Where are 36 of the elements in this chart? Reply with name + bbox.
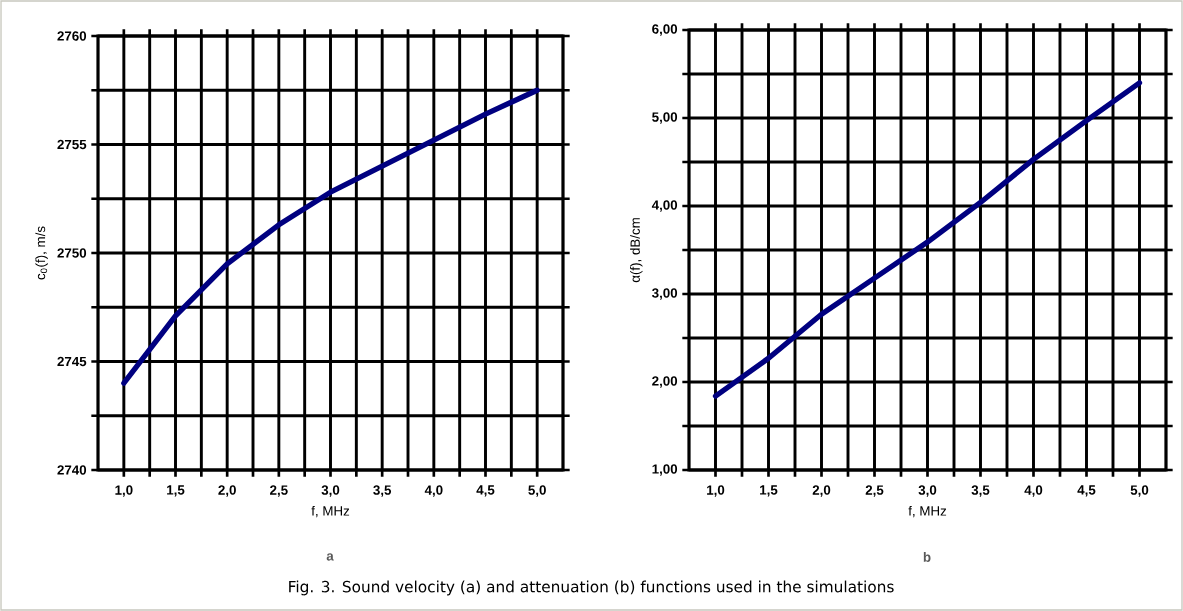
x-tick-label: 1,5 xyxy=(760,485,778,497)
y-tick-label: 5,00 xyxy=(652,112,678,124)
x-tick-label: 2,5 xyxy=(270,485,288,497)
y-tick-label: 2,00 xyxy=(652,376,678,388)
x-tick-label: 4,5 xyxy=(476,485,495,497)
x-tick-label: 1,0 xyxy=(707,485,725,497)
y-tick-label: 2755 xyxy=(57,139,87,150)
x-tick-label: 4,0 xyxy=(1024,485,1043,497)
y-tick-label: 4,00 xyxy=(651,200,678,212)
x-tick-label: 4,5 xyxy=(1077,485,1096,497)
x-tick-label: 4,0 xyxy=(424,485,443,497)
x-tick-label: 2,0 xyxy=(812,485,831,497)
y-tick-label: 2760 xyxy=(57,31,87,41)
caption: Fig. 3. Sound velocity (a) and attenuation (b) functions used in the simulations xyxy=(289,580,894,596)
y-tick-label: 1,00 xyxy=(652,464,678,476)
x-tick-label: 3,5 xyxy=(373,485,392,497)
y-tick-label: 2740 xyxy=(57,465,87,475)
y-axis-title: α(f), dB/cm xyxy=(630,218,643,283)
x-tick-label: 5,0 xyxy=(1130,485,1149,497)
x-axis-title: f, MHz xyxy=(311,505,350,518)
x-tick-label: 1,5 xyxy=(167,485,185,497)
x-axis-title: f, MHz xyxy=(908,505,947,518)
x-tick-label: 1,0 xyxy=(115,485,133,497)
y-tick-label: 2745 xyxy=(57,356,87,367)
x-tick-label: 3,0 xyxy=(321,485,340,497)
x-tick-label: 2,0 xyxy=(218,485,236,497)
y-tick-label: 2750 xyxy=(57,248,87,258)
text: b xyxy=(923,552,931,562)
x-tick-label: 3,0 xyxy=(918,485,937,497)
x-tick-label: 3,5 xyxy=(971,485,990,497)
y-axis-title: c$_{0}$(f), m/s xyxy=(35,226,48,280)
text: a xyxy=(326,553,334,561)
x-tick-label: 5,0 xyxy=(528,485,546,497)
x-tick-label: 2,5 xyxy=(865,485,884,497)
y-tick-label: 3,00 xyxy=(651,288,678,300)
y-tick-label: 6,00 xyxy=(652,24,678,36)
